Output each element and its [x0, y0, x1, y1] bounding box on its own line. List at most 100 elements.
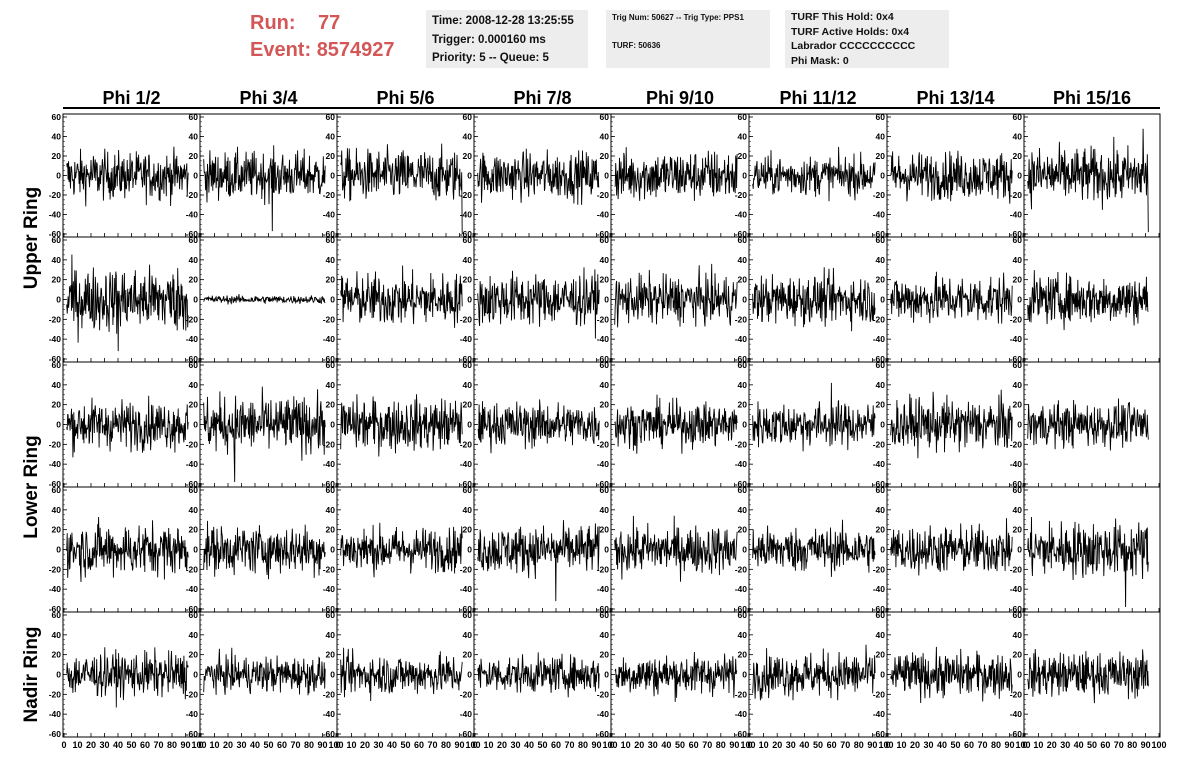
waveform-trace: [477, 267, 600, 339]
y-tick-label: 40: [52, 380, 62, 390]
column-header: Phi 11/12: [779, 88, 856, 108]
x-tick-label: 50: [400, 740, 410, 750]
y-tick-label: 60: [189, 485, 199, 495]
y-tick-label: -60: [323, 604, 336, 614]
waveform-trace: [890, 271, 1013, 324]
x-tick-label: 90: [454, 740, 464, 750]
y-tick-label: -60: [186, 604, 199, 614]
y-tick-label: -60: [873, 229, 886, 239]
y-tick-label: 60: [463, 112, 473, 122]
x-tick-label: 80: [441, 740, 451, 750]
y-tick-label: -40: [49, 334, 62, 344]
y-tick-label: 0: [1017, 420, 1022, 430]
y-tick-label: 0: [1017, 670, 1022, 680]
y-tick-label: 40: [189, 132, 199, 142]
x-tick-label: 10: [346, 740, 356, 750]
y-tick-label: -20: [49, 564, 62, 574]
y-tick-label: 20: [1013, 525, 1023, 535]
x-tick-label: 80: [716, 740, 726, 750]
y-tick-label: -60: [49, 729, 62, 739]
y-tick-label: 0: [330, 420, 335, 430]
y-tick-label: 60: [189, 360, 199, 370]
x-tick-label: 50: [126, 740, 136, 750]
x-tick-label: 30: [373, 740, 383, 750]
y-tick-label: 20: [326, 525, 336, 535]
waveform-panel: -60 -40 -20 0 20 40 60: [735, 235, 888, 364]
x-tick-label: 10: [759, 740, 769, 750]
y-tick-label: 20: [326, 275, 336, 285]
x-tick-label: 30: [786, 740, 796, 750]
x-tick-label: 40: [799, 740, 809, 750]
y-tick-label: 60: [876, 360, 886, 370]
y-tick-label: -60: [323, 354, 336, 364]
waveform-panel: -60 -40 -20 0 20 40 60: [1010, 485, 1161, 614]
y-tick-label: -20: [323, 439, 336, 449]
waveform-trace: [1027, 270, 1149, 331]
y-tick-label: -20: [186, 439, 199, 449]
waveform-panel: -60 -40 -20 0 20 40 60: [873, 485, 1025, 614]
y-tick-label: 20: [52, 151, 62, 161]
waveform-panel: -60 -40 -20 0 20 40 60: [49, 485, 201, 614]
y-tick-label: 0: [880, 670, 885, 680]
x-tick-label: 100: [878, 740, 893, 750]
x-tick-label: 40: [524, 740, 534, 750]
y-tick-label: -40: [323, 334, 336, 344]
y-tick-label: -40: [597, 210, 610, 220]
y-tick-label: -60: [735, 729, 748, 739]
y-tick-label: -20: [735, 190, 748, 200]
y-tick-label: 60: [189, 235, 199, 245]
y-tick-label: -20: [735, 564, 748, 574]
x-tick-label: 70: [153, 740, 163, 750]
x-tick-label: 50: [263, 740, 273, 750]
x-tick-label: 70: [1114, 740, 1124, 750]
y-tick-label: -60: [597, 729, 610, 739]
y-tick-label: 20: [189, 400, 199, 410]
y-tick-label: 40: [52, 505, 62, 515]
y-tick-label: -60: [460, 729, 473, 739]
y-tick-label: -20: [1010, 439, 1023, 449]
y-tick-label: 0: [604, 420, 609, 430]
y-tick-label: 20: [600, 650, 610, 660]
waveform-trace: [340, 522, 463, 578]
x-tick-label: 0: [198, 740, 203, 750]
waveform-panel: -60 -40 -20 0 20 40 60: [460, 360, 612, 489]
y-tick-label: 60: [326, 112, 336, 122]
y-tick-label: -60: [735, 354, 748, 364]
waveform-trace: [1027, 648, 1149, 704]
x-tick-label: 20: [772, 740, 782, 750]
y-tick-label: 0: [467, 171, 472, 181]
waveform-trace: [66, 647, 189, 708]
trigger-text: Trigger: 0.000160 ms: [432, 33, 546, 46]
y-tick-label: 40: [463, 255, 473, 265]
x-tick-label: 10: [896, 740, 906, 750]
y-tick-label: 40: [326, 255, 336, 265]
y-tick-label: 20: [600, 525, 610, 535]
y-tick-label: -40: [873, 709, 886, 719]
y-tick-label: -40: [735, 709, 748, 719]
x-tick-label: 60: [277, 740, 287, 750]
y-tick-label: 0: [330, 295, 335, 305]
y-tick-label: 0: [56, 295, 61, 305]
y-tick-label: 20: [738, 151, 748, 161]
y-tick-label: 0: [193, 545, 198, 555]
x-tick-label: 40: [387, 740, 397, 750]
waveform-panel: -60 -40 -20 0 20 40 60: [323, 112, 475, 239]
waveform-panel: -60 -40 -20 0 20 40 60: [735, 360, 888, 489]
run-number: 77: [318, 12, 341, 34]
y-tick-label: 60: [600, 610, 610, 620]
waveform-panel: -60 -40 -20 0 20 40 60: [460, 235, 612, 364]
y-tick-label: 0: [330, 670, 335, 680]
y-tick-label: 40: [189, 505, 199, 515]
x-tick-label: 0: [335, 740, 340, 750]
y-tick-label: 60: [1013, 360, 1023, 370]
x-tick-label: 90: [1004, 740, 1014, 750]
x-tick-label: 70: [977, 740, 987, 750]
y-tick-label: 20: [738, 275, 748, 285]
waveform-trace: [752, 146, 876, 202]
y-tick-label: 60: [326, 485, 336, 495]
y-tick-label: 40: [326, 630, 336, 640]
waveform-panel: -60 -40 -20 0 20 40 60: [597, 485, 750, 614]
y-tick-label: 60: [52, 610, 62, 620]
